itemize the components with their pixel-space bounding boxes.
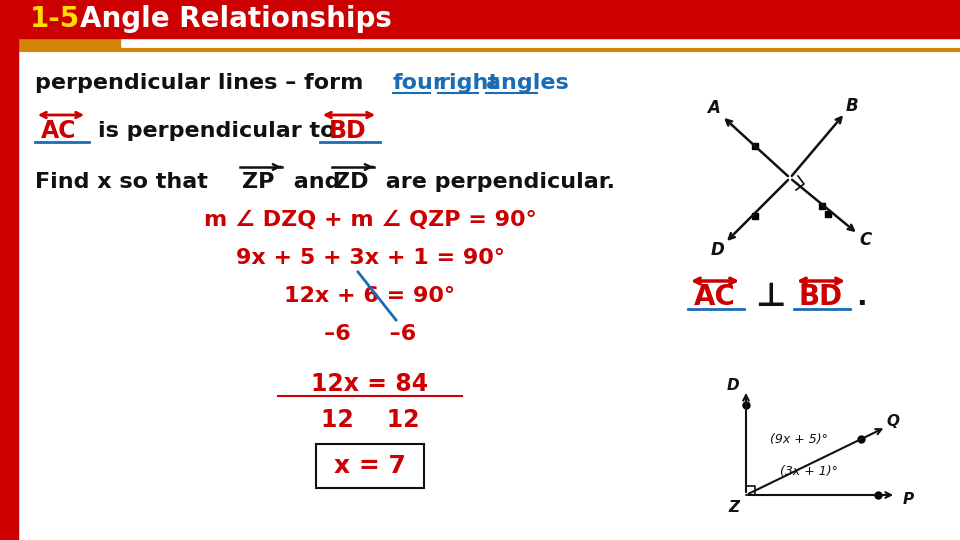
Text: are perpendicular.: are perpendicular. bbox=[378, 172, 615, 192]
Text: –6     –6: –6 –6 bbox=[324, 324, 416, 344]
Text: x = 7: x = 7 bbox=[334, 454, 406, 478]
Text: Z: Z bbox=[729, 501, 739, 516]
Text: 9x + 5 + 3x + 1 = 90°: 9x + 5 + 3x + 1 = 90° bbox=[235, 248, 505, 268]
Text: 12x = 84: 12x = 84 bbox=[311, 372, 428, 396]
Text: and: and bbox=[286, 172, 348, 192]
Text: C: C bbox=[860, 231, 872, 249]
FancyBboxPatch shape bbox=[316, 444, 424, 488]
Text: BD: BD bbox=[799, 283, 843, 311]
Text: m ∠ DZQ + m ∠ QZP = 90°: m ∠ DZQ + m ∠ QZP = 90° bbox=[204, 210, 537, 230]
Text: AC: AC bbox=[694, 283, 736, 311]
Text: (3x + 1)°: (3x + 1)° bbox=[780, 464, 838, 477]
Text: D: D bbox=[711, 241, 725, 259]
Polygon shape bbox=[18, 38, 120, 50]
Text: AC: AC bbox=[41, 119, 77, 143]
Text: Q: Q bbox=[886, 414, 900, 429]
Bar bbox=[0, 0, 18, 540]
Text: 12    12: 12 12 bbox=[321, 408, 420, 432]
Text: 12x + 6 = 90°: 12x + 6 = 90° bbox=[284, 286, 456, 306]
Text: angles: angles bbox=[486, 73, 568, 93]
Text: ZP: ZP bbox=[242, 172, 275, 192]
Text: 1-5: 1-5 bbox=[30, 5, 81, 33]
Text: P: P bbox=[902, 491, 914, 507]
Text: Find x so that: Find x so that bbox=[35, 172, 216, 192]
Text: is perpendicular to: is perpendicular to bbox=[98, 121, 335, 141]
Text: ⊥: ⊥ bbox=[755, 280, 785, 314]
Text: perpendicular lines – form: perpendicular lines – form bbox=[35, 73, 372, 93]
Text: B: B bbox=[846, 97, 858, 115]
Text: (9x + 5)°: (9x + 5)° bbox=[770, 434, 828, 447]
Text: Angle Relationships: Angle Relationships bbox=[80, 5, 392, 33]
Bar bbox=[0, 0, 960, 38]
Text: right: right bbox=[438, 73, 499, 93]
Text: four: four bbox=[393, 73, 444, 93]
Text: ZD: ZD bbox=[334, 172, 369, 192]
Text: BD: BD bbox=[329, 119, 367, 143]
Text: D: D bbox=[727, 377, 739, 393]
Text: A: A bbox=[708, 99, 720, 117]
Text: .: . bbox=[856, 283, 867, 311]
